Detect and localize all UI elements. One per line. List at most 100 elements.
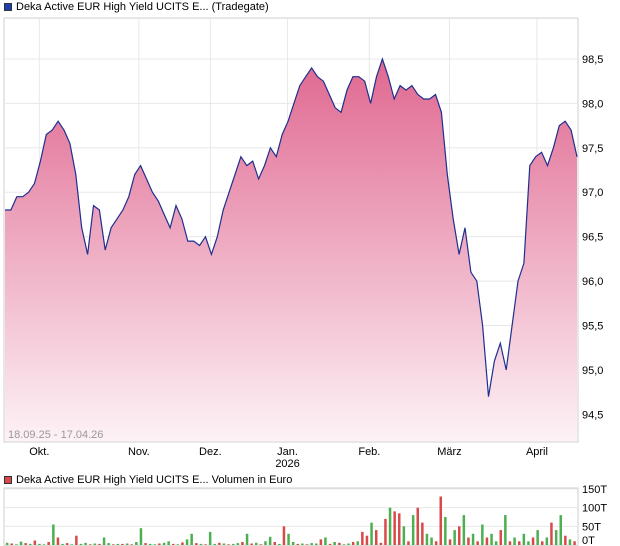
volume-bar: [573, 541, 576, 545]
volume-bar: [430, 537, 433, 545]
volume-bar: [453, 530, 456, 545]
volume-bar: [107, 543, 110, 545]
volume-bar: [29, 543, 32, 545]
volume-bar: [490, 533, 493, 545]
volume-bar: [564, 535, 567, 545]
volume-legend: Deka Active EUR High Yield UCITS E... Vo…: [4, 474, 292, 486]
volume-y-tick-label: 0T: [582, 535, 595, 546]
volume-bar: [342, 544, 346, 545]
volume-bar: [531, 537, 535, 545]
volume-bar: [218, 542, 221, 545]
volume-bar: [379, 542, 383, 545]
volume-bar: [347, 543, 350, 545]
volume-bar: [365, 535, 369, 545]
price-x-tick-label: Jan.: [277, 446, 298, 458]
price-line: [5, 57, 578, 397]
volume-bar: [135, 542, 138, 545]
volume-bar: [33, 540, 37, 545]
price-y-tick-label: 94,5: [582, 409, 603, 421]
volume-y-tick-label: 150T: [582, 484, 607, 496]
volume-bar: [458, 526, 461, 545]
volume-bar: [554, 530, 558, 545]
volume-bar: [47, 542, 50, 545]
volume-legend-swatch: [4, 476, 12, 484]
price-y-tick-label: 96,5: [582, 232, 603, 244]
volume-bar: [522, 533, 526, 545]
volume-bar: [70, 544, 73, 545]
price-chart: 98,5 98,0 97,5 97,0 96,5 96,0 95,5 95,0 94,5 Okt…: [3, 17, 603, 470]
volume-bar: [195, 543, 198, 545]
volume-bar: [24, 543, 27, 545]
volume-bar: [370, 522, 373, 545]
volume-bar: [259, 544, 263, 545]
volume-bar: [287, 533, 290, 545]
price-x-tick-label: Nov.: [128, 446, 150, 458]
volume-bar: [444, 517, 447, 545]
volume-bar: [213, 543, 216, 545]
volume-bar: [15, 544, 18, 545]
volume-bar: [158, 543, 161, 545]
volume-bar: [5, 542, 9, 545]
volume-bar: [241, 542, 244, 545]
volume-bar: [65, 543, 69, 545]
volume-bar: [550, 522, 553, 545]
volume-plot-frame: [3, 487, 579, 546]
volume-bar: [338, 542, 341, 545]
volume-bar: [38, 543, 41, 545]
volume-bar: [121, 543, 124, 545]
volume-bar: [504, 515, 507, 545]
price-x-tick-sublabel: 2026: [275, 458, 299, 470]
volume-bar: [112, 544, 115, 545]
volume-bar: [527, 541, 530, 545]
volume-bar: [236, 543, 240, 545]
volume-bar: [282, 526, 286, 545]
volume-bar: [232, 543, 235, 545]
price-y-tick-label: 95,5: [582, 321, 603, 333]
volume-bar: [116, 543, 120, 545]
volume-bar: [268, 536, 272, 545]
volume-bar: [508, 541, 512, 545]
volume-bar: [471, 533, 475, 545]
volume-bar: [481, 524, 484, 545]
volume-bar: [75, 535, 78, 545]
volume-bar: [190, 533, 193, 545]
volume-bar: [439, 496, 442, 545]
price-area: [5, 59, 577, 441]
volume-bar: [559, 515, 562, 545]
volume-bar: [139, 528, 143, 545]
price-legend-swatch: [4, 3, 12, 11]
volume-bar: [310, 543, 313, 545]
volume-bar: [278, 543, 281, 545]
price-y-tick-label: 96,0: [582, 276, 603, 288]
volume-bar: [84, 542, 87, 545]
volume-bar: [536, 530, 539, 545]
price-x-tick-label: Feb.: [358, 446, 380, 458]
volume-bar: [448, 539, 452, 545]
price-y-tick-label: 98,0: [582, 98, 603, 110]
volume-bar: [499, 530, 502, 545]
price-legend-label: Deka Active EUR High Yield UCITS E... (T…: [16, 1, 269, 13]
volume-bar: [264, 541, 267, 545]
volume-bar: [356, 541, 359, 545]
volume-bar: [398, 513, 401, 545]
volume-bar: [181, 542, 184, 545]
volume-bar: [130, 544, 133, 545]
volume-bar: [98, 543, 101, 545]
volume-bar: [79, 543, 83, 545]
volume-bar: [407, 541, 410, 545]
volume-bar: [56, 537, 60, 545]
volume-bar: [148, 543, 152, 545]
price-y-tick-label: 95,0: [582, 365, 603, 377]
volume-bar: [185, 539, 189, 545]
volume-y-tick-label: 50T: [582, 521, 601, 533]
volume-bar: [324, 537, 327, 545]
price-y-tick-label: 98,5: [582, 54, 603, 66]
volume-bar: [291, 542, 295, 545]
price-y-tick-label: 97,0: [582, 187, 603, 199]
price-x-tick-label: März: [437, 446, 461, 458]
volume-bar: [541, 541, 544, 545]
volume-bar: [568, 539, 572, 545]
volume-bar: [102, 537, 106, 545]
volume-bar: [172, 543, 175, 545]
volume-bar: [388, 507, 392, 545]
